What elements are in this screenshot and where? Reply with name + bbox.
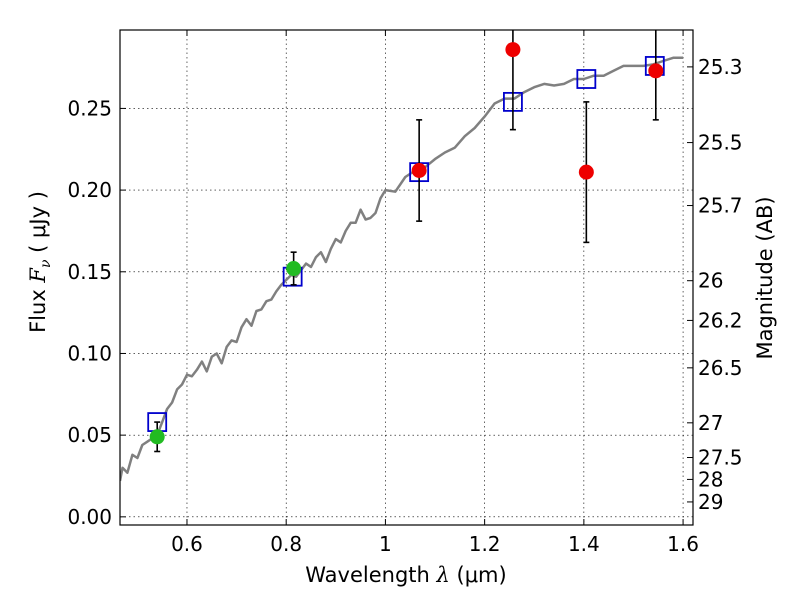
y2-tick-label: 27.5 [698, 446, 743, 470]
observed-flux-point [149, 429, 165, 445]
y-tick-label: 0.15 [67, 260, 112, 284]
y2-tick-label: 25.3 [698, 55, 743, 79]
x-tick-label: 1.6 [667, 532, 699, 556]
y-tick-label: 0.25 [67, 96, 112, 120]
plot-area [120, 30, 684, 482]
y2-tick-label: 27 [698, 411, 723, 435]
axis-ticks: 0.6 0.8 1 1.2 1.4 1.6 0.00 0.05 0.10 0.15 0.20 0.25… [67, 30, 743, 556]
model-photometry-square [576, 69, 597, 89]
observed-flux-point [411, 162, 427, 178]
y2-tick-label: 26.5 [698, 356, 743, 380]
plot-frame [119, 29, 694, 526]
y-axis-title: Flux Fν ( μJy ) [26, 191, 54, 333]
y2-tick-label: 25.7 [698, 194, 743, 218]
y2-tick-label: 28 [698, 467, 723, 491]
x-axis-title: Wavelength λ (μm) [305, 563, 506, 587]
y-tick-label: 0.10 [67, 341, 112, 365]
x-tick-label: 1.4 [568, 532, 600, 556]
y2-tick-label: 29 [698, 490, 723, 514]
y2-tick-label: 25.5 [698, 131, 743, 155]
y-tick-label: 0.05 [67, 423, 112, 447]
observed-flux-point [505, 42, 521, 58]
y-tick-label: 0.00 [67, 505, 112, 529]
y2-tick-label: 26 [698, 269, 723, 293]
grid [120, 30, 693, 525]
x-tick-label: 0.8 [270, 532, 302, 556]
observed-flux-point [286, 261, 302, 277]
x-tick-label: 1.2 [469, 532, 501, 556]
observed-flux-point [578, 164, 594, 180]
x-tick-label: 0.6 [171, 532, 203, 556]
y-tick-label: 0.20 [67, 178, 112, 202]
y2-tick-label: 26.2 [698, 308, 743, 332]
x-tick-label: 1 [379, 532, 392, 556]
observed-flux-point [648, 63, 664, 79]
y2-axis-title: Magnitude (AB) [753, 196, 777, 359]
model-spectrum-line [120, 56, 684, 482]
